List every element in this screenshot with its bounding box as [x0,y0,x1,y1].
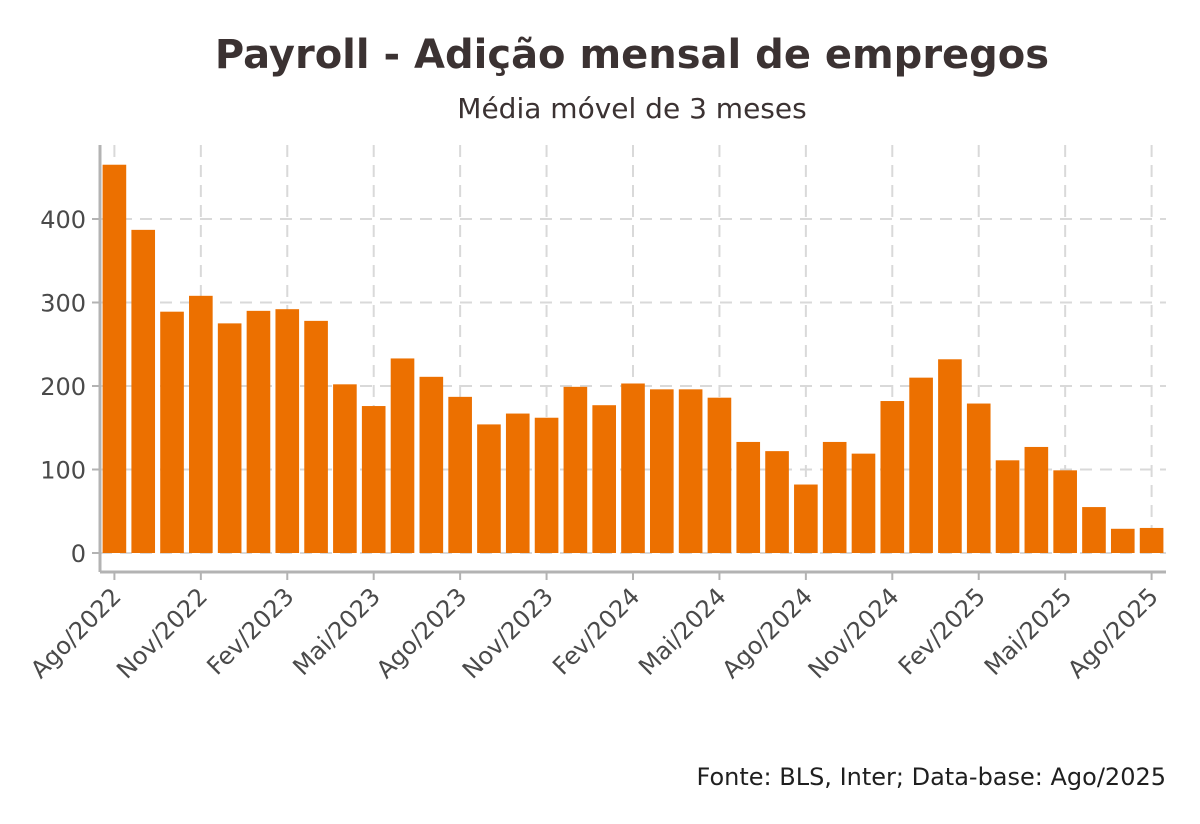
y-tick-label: 200 [40,373,86,401]
axes [92,145,1166,580]
bar-set-2024 [822,441,847,553]
bar-jul-2025 [1110,528,1135,553]
x-tick-label: Fev/2023 [201,582,299,680]
bar-abr-2024 [678,389,703,553]
bar-dez-2023 [563,386,588,553]
x-tick-label: Ago/2025 [1062,582,1163,683]
bars [102,164,1164,554]
bar-abr-2025 [1024,446,1049,553]
bar-abr-2023 [333,384,357,553]
bar-nov-2024 [880,401,905,553]
y-tick-label: 300 [40,290,86,318]
y-tick-label: 100 [40,457,86,485]
bar-dez-2024 [909,377,933,553]
bar-mai-2023 [361,406,386,553]
x-tick-label: Nov/2022 [111,582,213,684]
bar-jan-2023 [246,310,271,553]
bar-fev-2023 [275,309,300,553]
x-tick-label: Mai/2025 [979,582,1077,680]
bar-jan-2024 [592,405,617,553]
bar-jun-2024 [736,441,761,553]
x-tick-label: Ago/2022 [25,582,126,683]
chart-subtitle: Média móvel de 3 meses [457,92,806,125]
x-axis-tick-labels: Ago/2022Nov/2022Fev/2023Mai/2023Ago/2023… [25,582,1164,684]
bar-ago-2023 [448,396,472,553]
x-tick-label: Mai/2024 [633,582,731,680]
bar-out-2023 [505,413,530,553]
bar-dez-2022 [217,323,242,553]
bar-mar-2023 [304,320,328,553]
y-axis-tick-labels: 0 100 200 300 400 [40,206,86,568]
x-tick-label: Nov/2024 [803,582,905,684]
y-tick-label: 400 [40,206,86,234]
bar-ago-2022 [102,164,127,553]
chart-caption: Fonte: BLS, Inter; Data-base: Ago/2025 [697,763,1167,791]
bar-jul-2023 [419,376,444,553]
x-tick-label: Ago/2024 [717,582,818,683]
bar-mai-2024 [707,397,732,553]
y-tick-label: 0 [71,540,86,568]
bar-fev-2024 [621,383,645,553]
bar-mar-2024 [649,389,674,553]
bar-jun-2023 [390,358,415,553]
x-tick-label: Ago/2023 [371,582,472,683]
bar-nov-2022 [189,295,213,553]
bar-mai-2025 [1053,470,1077,553]
bar-out-2022 [160,311,184,553]
bar-set-2022 [131,229,156,554]
x-tick-label: Fev/2024 [547,582,645,680]
bar-mar-2025 [995,460,1020,553]
bar-jan-2025 [938,359,962,553]
bar-jun-2025 [1082,507,1106,553]
bar-out-2024 [851,453,876,553]
bar-set-2023 [477,424,501,553]
bar-ago-2025 [1139,527,1164,553]
bar-nov-2023 [534,417,559,553]
bar-fev-2025 [966,403,991,553]
bar-ago-2024 [794,484,818,553]
x-tick-label: Mai/2023 [287,582,385,680]
x-tick-label: Fev/2025 [893,582,991,680]
x-tick-label: Nov/2023 [457,582,559,684]
chart-title: Payroll - Adição mensal de empregos [215,32,1049,78]
bar-jul-2024 [765,451,789,553]
